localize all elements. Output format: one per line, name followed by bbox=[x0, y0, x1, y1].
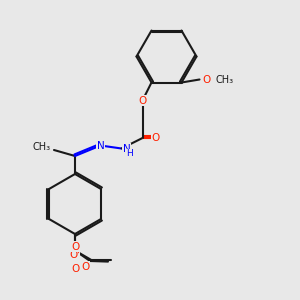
Text: O: O bbox=[152, 133, 160, 143]
Text: O: O bbox=[138, 95, 147, 106]
Text: CH₃: CH₃ bbox=[33, 142, 51, 152]
Text: O: O bbox=[81, 262, 90, 272]
Text: CH₃: CH₃ bbox=[216, 74, 234, 85]
Text: O: O bbox=[71, 263, 79, 274]
Text: N: N bbox=[97, 140, 104, 151]
Text: O: O bbox=[71, 245, 79, 256]
Text: O: O bbox=[202, 74, 211, 85]
Text: N: N bbox=[123, 143, 131, 154]
Text: H: H bbox=[127, 149, 133, 158]
Text: O: O bbox=[69, 250, 78, 260]
Text: O: O bbox=[71, 242, 79, 252]
